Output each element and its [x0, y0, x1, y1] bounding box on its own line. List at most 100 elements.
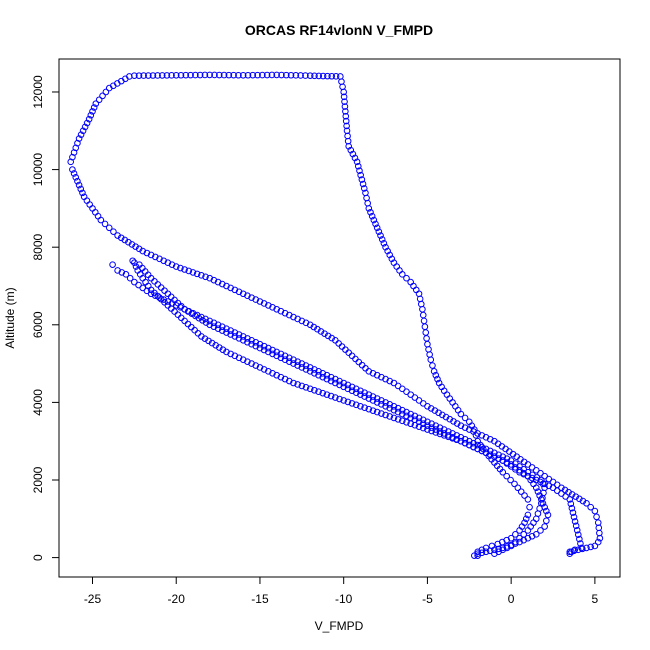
data-point	[256, 364, 264, 371]
data-point	[260, 300, 268, 307]
data-point	[302, 384, 310, 391]
data-point	[192, 71, 199, 79]
data-point	[565, 488, 572, 496]
x-axis: -25 -20 -15 -10 -5 0 5	[84, 576, 599, 606]
data-point	[101, 220, 109, 228]
data-point	[348, 352, 356, 360]
data-point	[244, 292, 251, 299]
data-point	[177, 314, 185, 322]
data-point	[457, 422, 465, 429]
data-point	[522, 515, 530, 523]
data-point	[311, 386, 318, 394]
data-point	[239, 337, 247, 344]
data-point	[215, 344, 223, 351]
data-point	[89, 108, 96, 115]
data-point	[362, 364, 369, 372]
data-point	[424, 418, 431, 426]
data-point	[306, 385, 314, 393]
data-point	[292, 72, 300, 79]
data-point	[210, 319, 218, 327]
data-point	[244, 358, 251, 365]
data-point	[342, 346, 349, 353]
data-point	[512, 540, 519, 547]
data-point	[218, 280, 226, 288]
data-point	[527, 523, 534, 530]
data-point	[495, 451, 502, 459]
data-point	[380, 240, 388, 247]
data-point	[215, 71, 223, 79]
data-point	[298, 360, 306, 367]
data-point	[202, 315, 209, 323]
x-tick-label: 0	[508, 592, 515, 606]
data-point	[439, 411, 446, 419]
data-point	[172, 263, 180, 270]
x-tick-label: -15	[251, 592, 269, 606]
data-point	[97, 216, 105, 224]
data-point	[206, 317, 214, 325]
data-point	[422, 329, 430, 336]
data-point	[298, 364, 306, 371]
data-point	[83, 197, 91, 204]
data-point	[281, 375, 289, 383]
data-point	[419, 311, 427, 319]
data-point	[132, 243, 139, 250]
data-point	[315, 371, 322, 379]
data-point	[340, 379, 347, 387]
data-point	[201, 71, 209, 79]
data-point	[114, 232, 121, 239]
data-point	[352, 389, 360, 396]
data-point	[520, 536, 528, 544]
data-point	[382, 402, 389, 410]
data-point	[567, 500, 575, 508]
data-point	[327, 392, 335, 400]
data-point	[277, 307, 285, 315]
data-point	[370, 216, 378, 224]
data-point	[369, 393, 377, 400]
data-point	[539, 499, 547, 507]
data-point	[290, 379, 297, 387]
data-point	[591, 507, 599, 515]
data-point	[244, 338, 251, 346]
data-point	[440, 430, 448, 437]
data-point	[223, 325, 230, 332]
data-point	[69, 166, 76, 173]
data-point	[321, 330, 328, 337]
data-point	[373, 399, 381, 406]
data-point	[375, 228, 383, 235]
data-point	[277, 373, 285, 381]
data-point	[294, 381, 301, 388]
data-point	[344, 398, 352, 406]
data-point	[218, 323, 226, 331]
data-point	[302, 362, 310, 369]
data-point	[530, 480, 537, 488]
data-point	[486, 547, 494, 555]
data-point	[357, 391, 364, 398]
data-point	[260, 346, 268, 354]
data-point	[341, 98, 348, 105]
data-point	[184, 320, 192, 328]
y-axis: 0 2000 4000 6000 8000 10000 12000	[31, 75, 60, 561]
data-point	[75, 181, 83, 189]
data-point	[378, 236, 386, 243]
data-point	[345, 349, 353, 357]
data-point	[398, 410, 406, 418]
data-point	[470, 428, 477, 435]
data-point	[140, 72, 147, 79]
data-point	[198, 272, 205, 279]
data-point	[294, 315, 301, 323]
data-point	[281, 352, 289, 360]
data-point	[446, 415, 454, 423]
data-point	[358, 361, 366, 369]
data-point	[419, 305, 426, 313]
data-point	[420, 317, 428, 325]
data-point	[382, 243, 389, 251]
data-point	[416, 295, 424, 303]
data-point	[81, 123, 89, 131]
data-point	[541, 523, 548, 530]
data-point	[195, 314, 203, 322]
data-point	[424, 402, 431, 410]
plot-frame	[58, 58, 621, 578]
data-point	[324, 332, 332, 340]
data-point	[377, 232, 384, 239]
data-point	[214, 325, 222, 332]
